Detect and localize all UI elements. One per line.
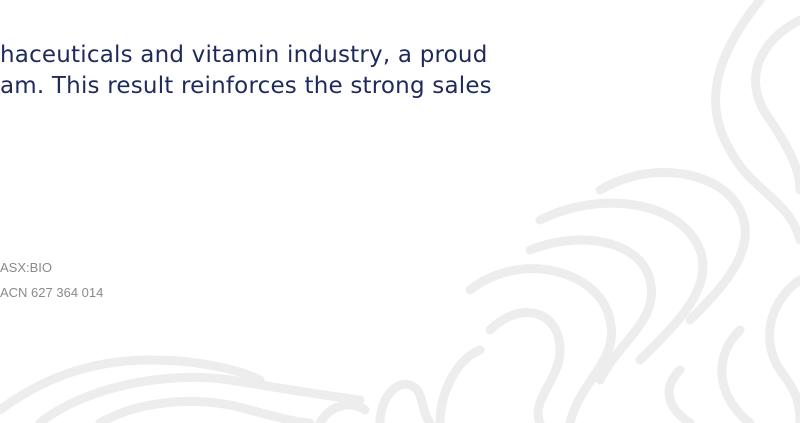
- body-line: am. This result reinforces the strong sa…: [0, 73, 492, 99]
- acn: ACN 627 364 014: [0, 285, 103, 300]
- ticker: ASX:BIO: [0, 260, 52, 275]
- page: haceuticals and vitamin industry, a prou…: [0, 0, 800, 423]
- body-line: haceuticals and vitamin industry, a prou…: [0, 42, 488, 68]
